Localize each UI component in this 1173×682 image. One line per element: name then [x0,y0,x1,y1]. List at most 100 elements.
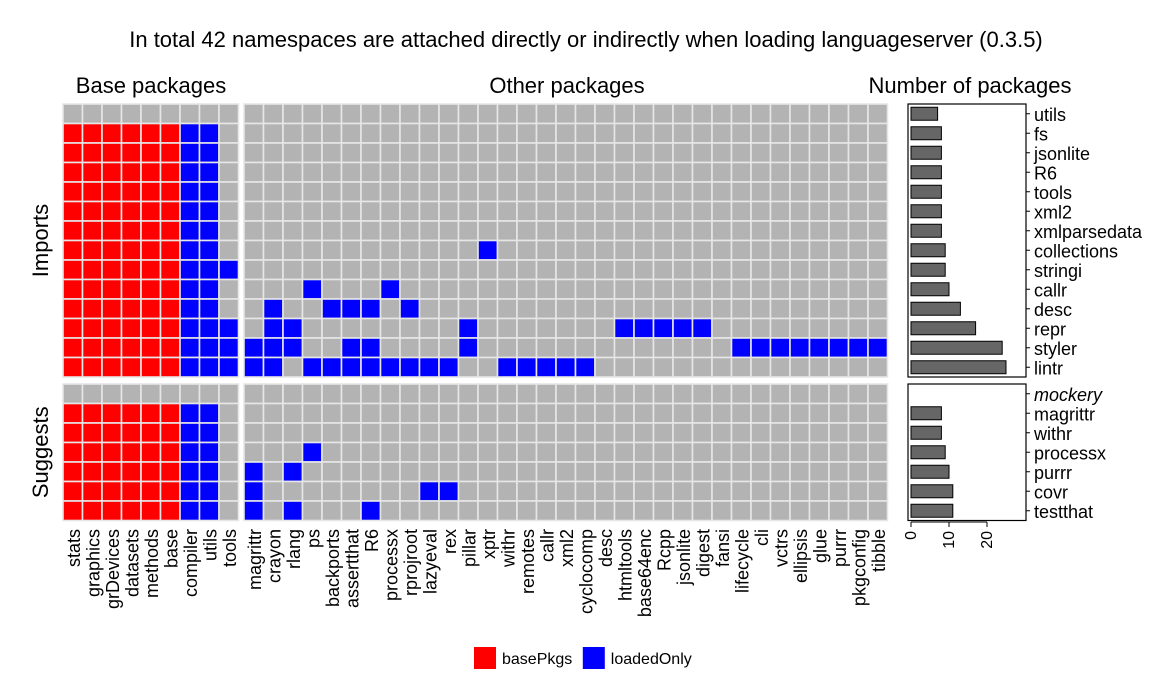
heatmap-cell [594,200,616,222]
heatmap-cell [750,317,772,339]
heatmap-cell [535,181,557,203]
heatmap-cell [62,220,84,242]
heatmap-cell [496,317,518,339]
heatmap-cell [159,181,181,203]
heatmap-cell [769,142,791,164]
heatmap-cell [613,317,635,339]
heatmap-cell [379,278,401,300]
heatmap-cell [535,337,557,359]
count-bar [910,464,950,479]
heatmap-cell [613,422,635,444]
heatmap-cell [613,337,635,359]
heatmap-cell [516,239,538,261]
heatmap-cell [867,161,889,183]
heatmap-cell [691,480,713,502]
heatmap-cell [101,103,123,125]
heatmap-cell [808,480,830,502]
heatmap-cell [769,480,791,502]
heatmap-cell [360,500,382,522]
heatmap-cell [159,480,181,502]
heatmap-cell [321,402,343,424]
heatmap-cell [81,461,103,483]
heatmap-cell [101,337,123,359]
heatmap-cell [555,278,577,300]
heatmap-cell [477,181,499,203]
heatmap-cell [574,259,596,281]
heatmap-cell [120,103,142,125]
heatmap-cell [672,402,694,424]
heatmap-cell [62,161,84,183]
heatmap-cell [243,441,265,463]
heatmap-cell [360,181,382,203]
heatmap-cell [159,337,181,359]
heatmap-cell [159,500,181,522]
heatmap-cell [262,161,284,183]
heatmap-cell [633,441,655,463]
heatmap-cell [360,142,382,164]
heatmap-cell [867,402,889,424]
heatmap-cell [399,142,421,164]
heatmap-cell [457,220,479,242]
heatmap-cell [672,461,694,483]
heatmap-cell [120,317,142,339]
base-panel-title: Base packages [76,73,226,98]
heatmap-cell [496,298,518,320]
heatmap-cell [140,461,162,483]
heatmap-cell [516,500,538,522]
heatmap-cell [555,239,577,261]
count-bar [910,484,954,499]
heatmap-cell [789,142,811,164]
heatmap-cell [418,298,440,320]
heatmap-cell [360,422,382,444]
heatmap-cell [613,480,635,502]
heatmap-cell [847,298,869,320]
heatmap-cell [516,356,538,378]
heatmap-cell [574,220,596,242]
heatmap-cell [516,402,538,424]
heatmap-cell [438,337,460,359]
heatmap-cell [301,337,323,359]
heatmap-cell [340,161,362,183]
heatmap-cell [438,161,460,183]
heatmap-cell [496,356,518,378]
heatmap-cell [438,181,460,203]
heatmap-cell [282,103,304,125]
heatmap-cell [399,461,421,483]
heatmap-cell [496,161,518,183]
heatmap-cell [243,298,265,320]
heatmap-cell [282,220,304,242]
heatmap-cell [613,500,635,522]
heatmap-cell [828,480,850,502]
heatmap-cell [379,480,401,502]
column-label: rex [440,529,460,554]
heatmap-cell [691,317,713,339]
heatmap-cell [828,422,850,444]
heatmap-cell [218,142,240,164]
heatmap-cell [301,317,323,339]
heatmap-cell [633,298,655,320]
row-label: withr [1033,424,1072,444]
heatmap-cell [81,259,103,281]
heatmap-cell [418,441,440,463]
heatmap-cell [418,356,440,378]
heatmap-cell [360,480,382,502]
heatmap-cell [321,200,343,222]
heatmap-cell [301,500,323,522]
heatmap-cell [613,239,635,261]
column-label: fansi [713,529,733,567]
heatmap-cell [198,461,220,483]
heatmap-cell [477,239,499,261]
heatmap-cell [808,181,830,203]
column-label: graphics [83,529,103,597]
heatmap-cell [711,383,733,405]
heatmap-cell [828,220,850,242]
heatmap-cell [691,500,713,522]
heatmap-cell [457,239,479,261]
heatmap-cell [340,337,362,359]
heatmap-cell [399,337,421,359]
heatmap-cell [438,402,460,424]
heatmap-cell [828,122,850,144]
heatmap-cell [120,441,142,463]
legend-label: loadedOnly [611,651,692,668]
heatmap-cell [81,317,103,339]
